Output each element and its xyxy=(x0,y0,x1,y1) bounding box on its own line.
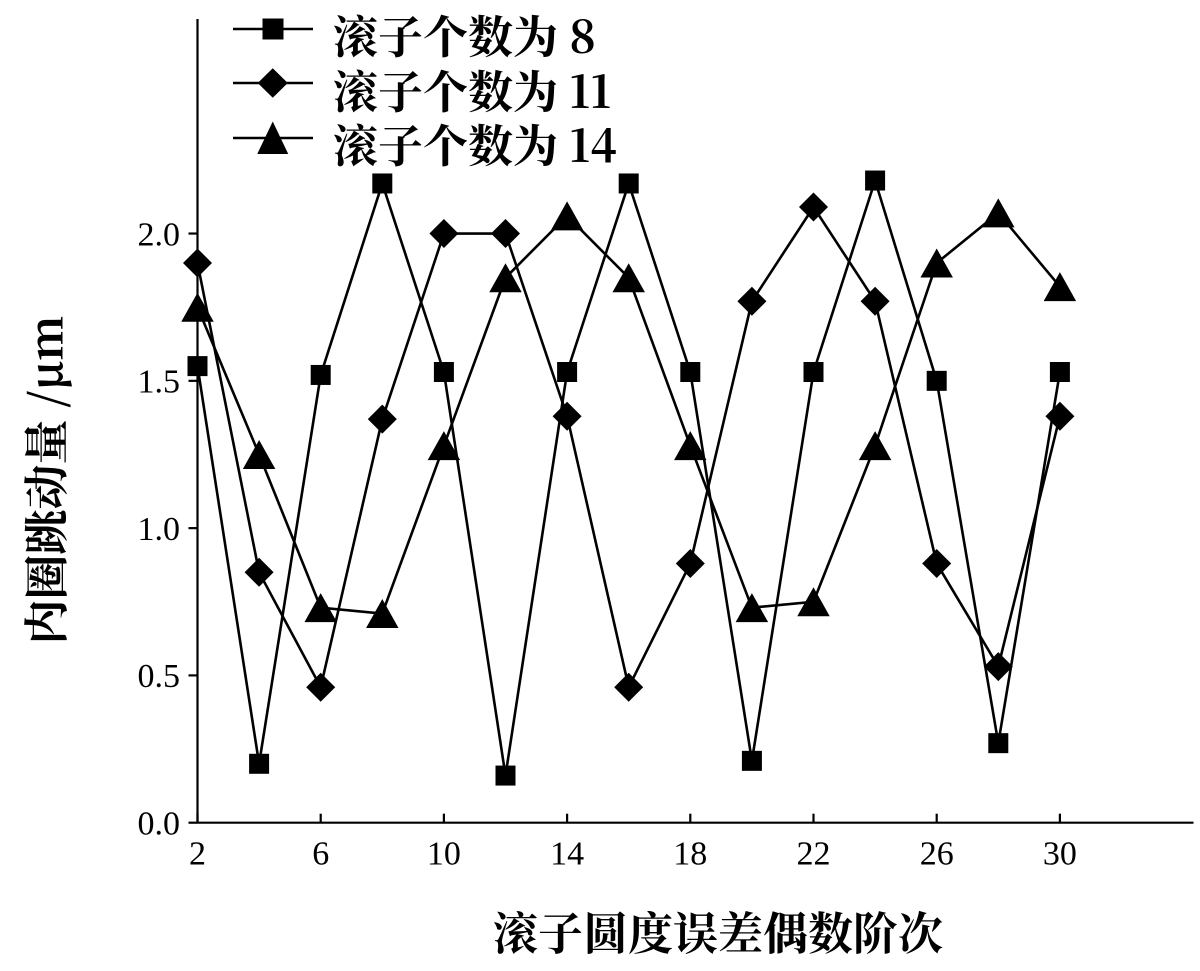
svg-text:2: 2 xyxy=(189,836,206,873)
svg-text:22: 22 xyxy=(797,836,831,873)
svg-text:14: 14 xyxy=(550,836,584,873)
svg-text:1.5: 1.5 xyxy=(138,364,181,401)
svg-text:0.5: 0.5 xyxy=(138,658,181,695)
svg-text:2.0: 2.0 xyxy=(138,216,181,253)
svg-text:10: 10 xyxy=(427,836,461,873)
svg-text:0.0: 0.0 xyxy=(138,806,181,843)
svg-text:18: 18 xyxy=(673,836,707,873)
svg-text:30: 30 xyxy=(1043,836,1077,873)
svg-text:26: 26 xyxy=(920,836,954,873)
svg-text:1.0: 1.0 xyxy=(138,511,181,548)
svg-text:6: 6 xyxy=(312,836,329,873)
